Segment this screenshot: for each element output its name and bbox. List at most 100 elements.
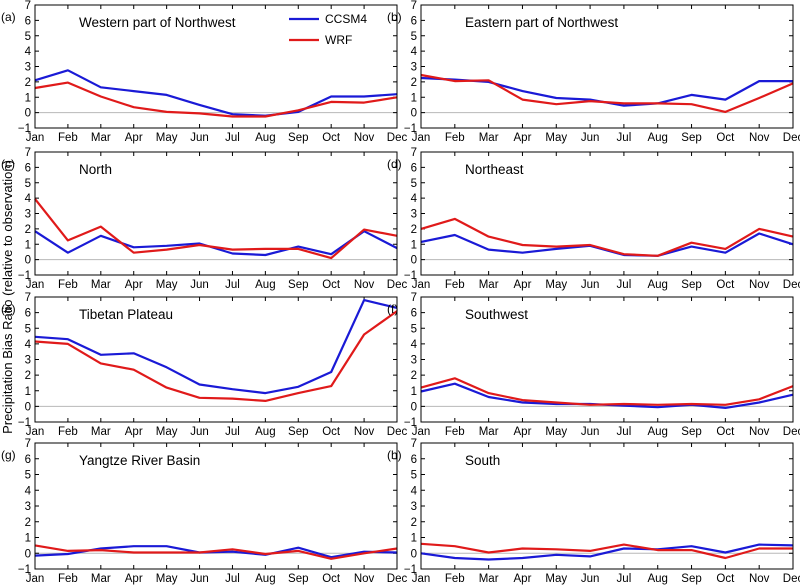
panel-title: Northeast bbox=[465, 162, 524, 177]
y-tick-label: 4 bbox=[411, 193, 418, 205]
series-line-ccsm4 bbox=[34, 69, 398, 117]
y-tick-label: 1 bbox=[25, 533, 31, 545]
y-tick-label: 5 bbox=[411, 178, 417, 190]
series-line-wrf bbox=[34, 198, 398, 260]
series-line-wrf bbox=[420, 73, 794, 114]
x-tick-label: May bbox=[545, 573, 567, 585]
y-tick-label: 4 bbox=[411, 46, 418, 58]
y-tick-label: 4 bbox=[25, 46, 32, 58]
x-tick-label: Feb bbox=[58, 426, 78, 438]
x-tick-label: Apr bbox=[514, 573, 532, 585]
x-tick-label: Dec bbox=[387, 132, 408, 144]
x-tick-label: May bbox=[156, 132, 178, 144]
y-tick-label: 0 bbox=[25, 255, 31, 267]
series-line-ccsm4 bbox=[420, 232, 794, 257]
legend-label-wrf: WRF bbox=[325, 33, 352, 47]
x-tick-label: Feb bbox=[58, 279, 78, 291]
y-tick-label: 7 bbox=[25, 292, 31, 304]
y-tick-label: 2 bbox=[411, 517, 417, 529]
x-tick-label: Oct bbox=[322, 426, 341, 438]
y-tick-label: 3 bbox=[411, 62, 417, 74]
x-tick-label: Dec bbox=[783, 426, 800, 438]
y-tick-label: 4 bbox=[411, 339, 418, 351]
y-tick-label: 2 bbox=[411, 370, 417, 382]
series-line-wrf bbox=[34, 81, 398, 118]
y-tick-label: 5 bbox=[25, 178, 31, 190]
y-tick-label: 0 bbox=[411, 108, 417, 120]
panel-e: −1 0 1 2 3 4 5 6 7 Jan Feb Mar Apr May Jun Jul Aug Sep Oct… bbox=[1, 292, 407, 438]
panel-c: −1 0 1 2 3 4 5 6 7 Jan Feb Mar Apr May Jun Jul Aug Sep Oct… bbox=[1, 147, 407, 291]
y-tick-label: 2 bbox=[25, 224, 31, 236]
x-tick-label: May bbox=[545, 426, 567, 438]
panel-letter: (g) bbox=[1, 448, 16, 462]
y-tick-label: 0 bbox=[411, 255, 417, 267]
x-tick-label: Jun bbox=[190, 279, 209, 291]
x-tick-label: Apr bbox=[514, 426, 532, 438]
y-tick-label: 7 bbox=[25, 438, 31, 450]
panel-letter: (b) bbox=[387, 10, 402, 24]
y-tick-label: 1 bbox=[411, 239, 417, 251]
x-tick-label: May bbox=[545, 279, 567, 291]
y-tick-label: 4 bbox=[25, 193, 32, 205]
x-tick-label: Aug bbox=[255, 132, 275, 144]
panel-title: Western part of Northwest bbox=[79, 15, 236, 30]
series-line-wrf bbox=[420, 217, 794, 257]
plot-frame bbox=[420, 4, 794, 129]
y-tick-label: 5 bbox=[25, 31, 31, 43]
plot-frame bbox=[34, 151, 398, 276]
series-line-ccsm4 bbox=[34, 299, 398, 395]
x-tick-label: Oct bbox=[716, 132, 735, 144]
x-tick-label: Apr bbox=[514, 132, 532, 144]
x-tick-label: Jan bbox=[412, 279, 431, 291]
x-tick-label: May bbox=[156, 426, 178, 438]
y-tick-label: −1 bbox=[404, 417, 417, 429]
x-tick-label: Jul bbox=[225, 426, 240, 438]
x-tick-label: Dec bbox=[783, 573, 800, 585]
y-tick-label: 6 bbox=[25, 308, 31, 320]
y-tick-label: 3 bbox=[25, 355, 31, 367]
y-tick-label: 6 bbox=[411, 162, 417, 174]
x-tick-label: Aug bbox=[647, 573, 667, 585]
y-tick-label: 4 bbox=[25, 485, 32, 497]
x-tick-label: Aug bbox=[255, 573, 275, 585]
x-tick-label: Mar bbox=[91, 279, 111, 291]
x-tick-label: Nov bbox=[354, 573, 375, 585]
y-tick-label: 3 bbox=[25, 209, 31, 221]
y-tick-label: 6 bbox=[411, 454, 417, 466]
panel-title: South bbox=[465, 453, 500, 468]
y-tick-label: 5 bbox=[25, 323, 31, 335]
x-tick-label: Sep bbox=[681, 426, 701, 438]
y-tick-label: 2 bbox=[25, 77, 31, 89]
x-tick-label: Dec bbox=[783, 279, 800, 291]
y-tick-label: 2 bbox=[25, 517, 31, 529]
x-tick-label: Nov bbox=[749, 132, 770, 144]
x-tick-label: Apr bbox=[514, 279, 532, 291]
x-tick-label: Mar bbox=[91, 573, 111, 585]
y-tick-label: 6 bbox=[411, 308, 417, 320]
y-tick-label: 2 bbox=[25, 370, 31, 382]
x-tick-label: Aug bbox=[647, 279, 667, 291]
x-tick-label: Jul bbox=[225, 573, 240, 585]
x-tick-label: Jul bbox=[617, 426, 632, 438]
y-tick-label: 1 bbox=[25, 386, 31, 398]
x-tick-label: Oct bbox=[322, 573, 341, 585]
y-tick-label: −1 bbox=[404, 564, 417, 576]
panel-title: Yangtze River Basin bbox=[79, 453, 200, 468]
x-tick-label: Feb bbox=[58, 132, 78, 144]
x-tick-label: Jan bbox=[412, 426, 431, 438]
x-tick-label: Nov bbox=[749, 279, 770, 291]
series-line-wrf bbox=[34, 310, 398, 402]
plot-frame bbox=[34, 442, 398, 570]
y-tick-label: 3 bbox=[411, 501, 417, 513]
y-tick-label: 1 bbox=[411, 533, 417, 545]
x-tick-label: Nov bbox=[354, 426, 375, 438]
x-tick-label: Feb bbox=[445, 573, 465, 585]
x-tick-label: Sep bbox=[288, 573, 308, 585]
x-tick-label: Jan bbox=[26, 132, 45, 144]
y-tick-label: −1 bbox=[18, 564, 31, 576]
x-tick-label: Jul bbox=[225, 279, 240, 291]
x-tick-label: Sep bbox=[681, 279, 701, 291]
x-tick-label: Dec bbox=[387, 426, 408, 438]
y-tick-label: −1 bbox=[18, 270, 31, 282]
